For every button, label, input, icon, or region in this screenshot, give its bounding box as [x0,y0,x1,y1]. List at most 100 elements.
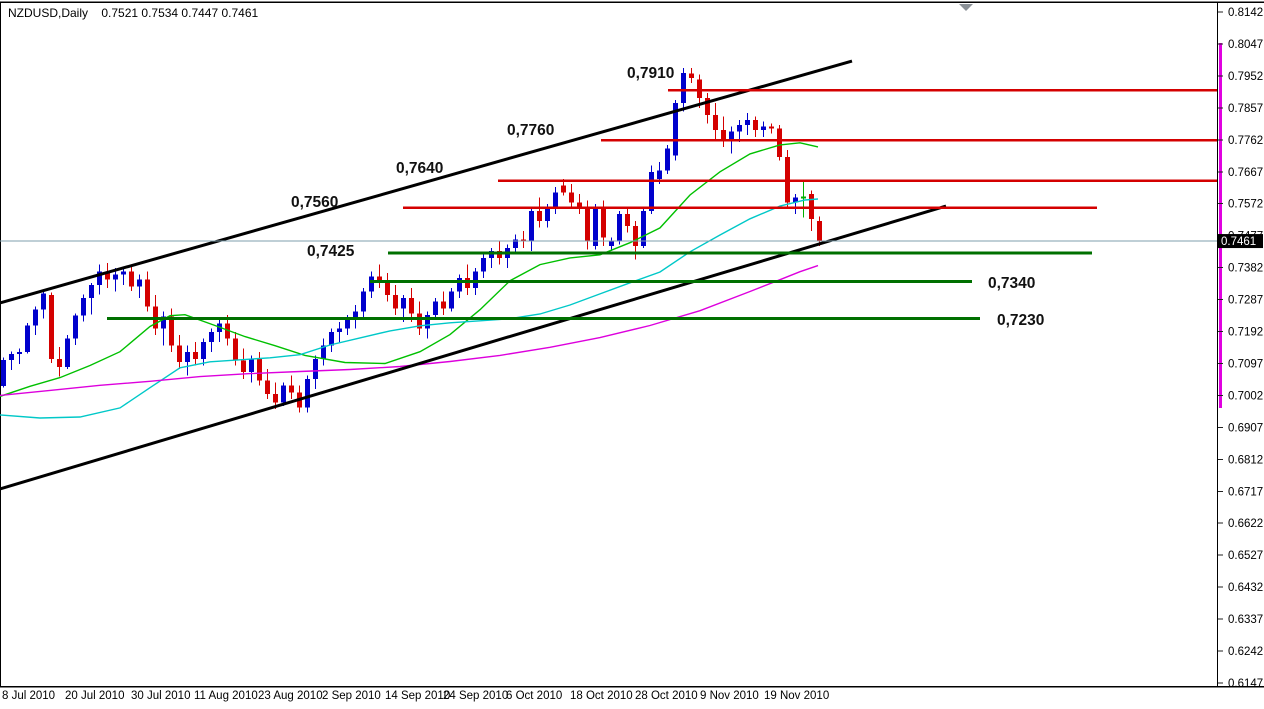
channel-upper[interactable] [0,59,853,305]
candle [457,274,462,299]
candle [609,237,614,252]
candle [265,368,270,400]
candle [273,382,278,410]
candle [313,355,318,390]
candle [721,116,726,147]
candle [665,145,670,174]
candle [625,207,630,233]
price-tick-label: 0.6337 [1228,614,1263,626]
candle [209,328,214,353]
date-tick-label: 6 Oct 2010 [506,690,562,702]
candle [129,264,134,292]
price-tick-label: 0.7287 [1228,295,1263,307]
price-tick-label: 0.7762 [1228,135,1263,147]
level-label: 0,7560 [291,194,338,211]
candle [81,294,86,322]
candle [737,119,742,142]
candle [553,187,558,215]
candle [105,262,110,289]
candle [17,348,22,364]
candle [713,103,718,141]
date-tick-label: 23 Aug 2010 [258,690,323,702]
date-tick-label: 8 Jul 2010 [2,690,55,702]
candle [89,283,94,315]
candle [185,345,190,376]
price-tick-label: 0.6242 [1228,646,1263,658]
support-resistance-lines: 0,7910 0,7760 0,7640 0,7560 0,7425 0,7340 0,72… [107,65,1217,329]
date-tick-label: 18 Oct 2010 [570,690,633,702]
candle [337,321,342,342]
candle [761,121,766,137]
date-tick-label: 19 Nov 2010 [764,690,829,702]
candle [257,352,262,386]
candle [321,338,326,366]
candle [361,288,366,319]
candle [1,357,6,388]
candle [593,204,598,250]
price-tick-label: 0.7192 [1228,327,1263,339]
price-tick-label: 0.7002 [1228,390,1263,402]
date-tick-label: 30 Jul 2010 [131,690,190,702]
ma-mid-cyan [0,198,819,419]
candle [649,165,654,215]
candle [281,382,286,406]
level-label: 0,7910 [627,65,674,82]
candle [641,207,646,248]
candle [481,254,486,279]
candle [689,67,694,83]
candle [537,197,542,228]
candle [793,193,798,215]
date-axis[interactable]: 8 Jul 2010 20 Jul 2010 30 Jul 2010 11 Aug 2… [2,690,829,702]
candle [25,322,30,354]
candle [353,304,358,329]
price-tick-label: 0.6527 [1228,550,1263,562]
price-tick-label: 0.7097 [1228,358,1263,370]
candle [569,183,574,208]
candle [177,335,182,369]
current-price-box [1218,234,1263,249]
price-tick-label: 0.7857 [1228,103,1263,115]
price-tick-label: 0.7382 [1228,263,1263,275]
price-axis[interactable]: 0.8142 0.8047 0.7952 0.7857 0.7762 0.7667 0.75… [1218,7,1263,690]
candle [33,306,38,335]
chart-title: NZDUSD,Daily 0.7521 0.7534 0.7447 0.7461 [8,6,258,20]
candle [57,346,62,377]
current-price-value: 0.7461 [1221,236,1256,248]
candle [433,298,438,321]
level-label: 0,7640 [396,160,443,177]
price-tick-label: 0.6622 [1228,518,1263,530]
candle [305,375,310,413]
candle [769,123,774,134]
date-tick-label: 11 Aug 2010 [194,690,258,702]
candle [65,334,70,370]
candle [193,341,198,366]
candle [49,292,54,364]
candle [289,375,294,400]
candle [577,193,582,215]
candle [73,313,78,345]
candle [9,351,14,370]
ma-fast-lime [0,142,819,398]
candle [369,271,374,299]
date-tick-label: 9 Nov 2010 [700,690,759,702]
candle [409,288,414,322]
candle [745,113,750,136]
candle [377,264,382,289]
level-label: 0,7425 [307,243,355,260]
candle [785,150,790,208]
date-tick-label: 28 Oct 2010 [635,690,698,702]
candles [1,67,822,413]
level-label: 0,7760 [507,122,554,139]
chart-shift-marker-icon[interactable] [959,4,973,11]
candle [801,180,806,218]
date-tick-label: 24 Sep 2010 [443,690,508,702]
candle [617,210,622,245]
candle [705,93,710,124]
candle [441,291,446,316]
candle [145,271,150,312]
price-tick-label: 0.7572 [1228,199,1263,211]
candle [449,288,454,312]
